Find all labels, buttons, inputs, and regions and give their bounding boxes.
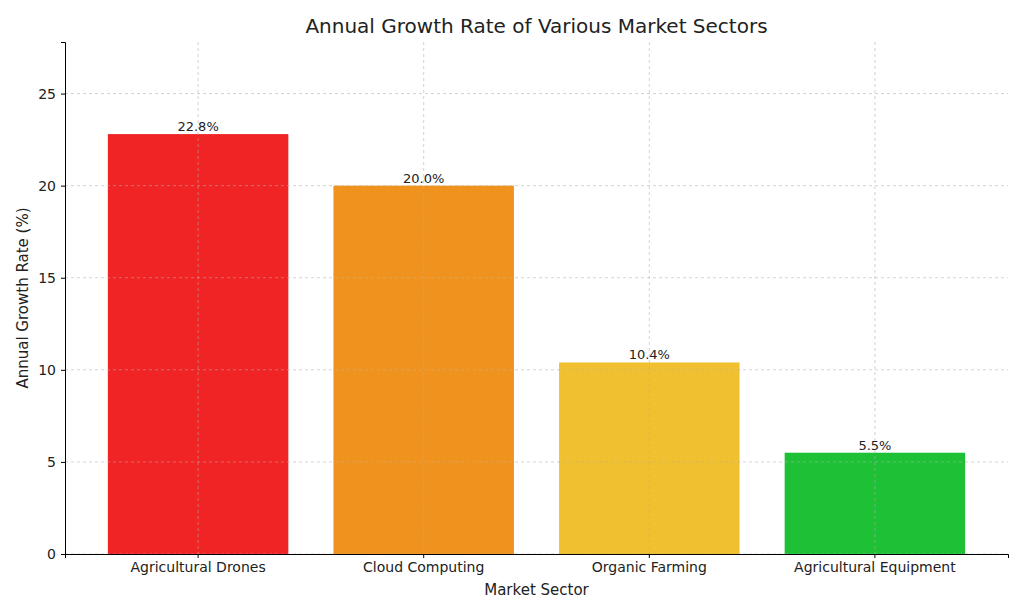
chart: 0 5 10 15 20 25 Agricultural Drones Cloud Compu…: [0, 0, 1024, 614]
grid-line-y: [65, 185, 1008, 186]
x-tick-label: Organic Farming: [592, 559, 707, 575]
grid-line-y: [65, 554, 1008, 555]
data-label: 20.0%: [403, 171, 444, 186]
y-tick: 15: [38, 270, 65, 286]
grid-line-y: [65, 93, 1008, 94]
data-label: 22.8%: [177, 119, 218, 134]
y-tick-label: 10: [38, 362, 56, 378]
plot-area: [65, 42, 1008, 554]
y-tick-label: 15: [38, 270, 56, 286]
grid: [65, 42, 1008, 554]
x-tick-mark: [423, 554, 424, 558]
y-axis: 0 5 10 15 20 25: [38, 43, 65, 562]
y-tick: 20: [38, 178, 65, 194]
x-tick-mark: [198, 554, 199, 558]
y-tick-mark: [61, 462, 65, 463]
title: Annual Growth Rate of Various Market Sec…: [305, 14, 767, 38]
x-axis-line: [66, 555, 1009, 559]
y-tick-mark: [61, 278, 65, 279]
x-axis-title: Market Sector: [484, 581, 589, 599]
x-tick-mark: [649, 554, 650, 558]
x-tick: Agricultural Drones: [131, 554, 266, 575]
y-axis-line: [61, 43, 66, 555]
y-tick-mark: [61, 370, 65, 371]
x-tick-label: Agricultural Equipment: [794, 559, 956, 575]
x-axis: Agricultural Drones Cloud Computing Organi…: [66, 554, 1009, 575]
data-label: 10.4%: [629, 347, 670, 362]
grid-line-x: [874, 42, 875, 554]
y-tick: 10: [38, 362, 65, 378]
y-tick: 25: [38, 86, 65, 102]
y-tick: 0: [47, 546, 65, 562]
y-tick-mark: [61, 94, 65, 95]
x-tick: Agricultural Equipment: [794, 554, 956, 575]
y-tick-label: 20: [38, 178, 56, 194]
y-tick-label: 0: [47, 546, 56, 562]
data-label: 5.5%: [858, 438, 891, 453]
x-tick-label: Agricultural Drones: [131, 559, 266, 575]
y-axis-title: Annual Growth Rate (%): [14, 207, 32, 388]
grid-line-x: [649, 42, 650, 554]
y-tick: 5: [47, 454, 65, 470]
bar: [785, 453, 965, 554]
x-tick-label: Cloud Computing: [363, 559, 484, 575]
grid-line-x: [423, 42, 424, 554]
y-tick-label: 25: [38, 86, 56, 102]
grid-line-y: [65, 461, 1008, 462]
x-tick-mark: [874, 554, 875, 558]
x-tick: Cloud Computing: [363, 554, 484, 575]
x-tick: Organic Farming: [592, 554, 707, 575]
grid-line-y: [65, 369, 1008, 370]
y-tick-mark: [61, 554, 65, 555]
y-tick-label: 5: [47, 454, 56, 470]
y-tick-mark: [61, 186, 65, 187]
grid-line-y: [65, 277, 1008, 278]
data-labels: 22.8% 20.0% 10.4% 5.5%: [177, 119, 891, 453]
